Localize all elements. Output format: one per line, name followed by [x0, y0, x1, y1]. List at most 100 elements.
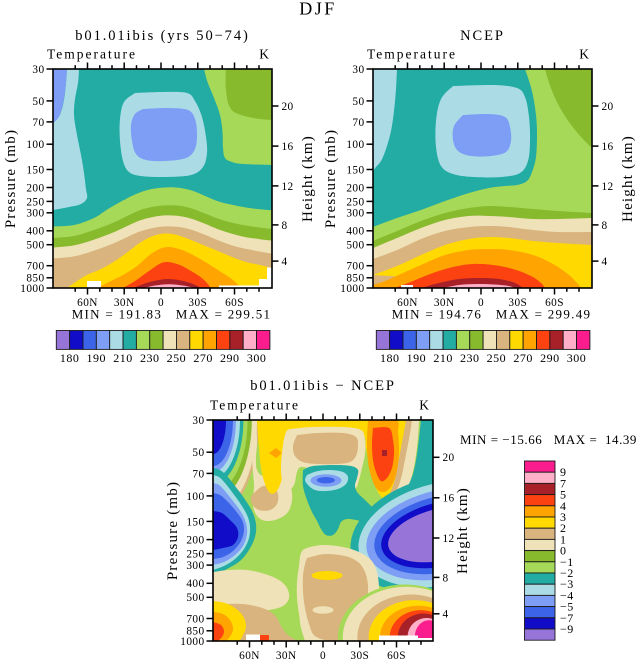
svg-text:150: 150	[346, 164, 364, 176]
svg-text:K: K	[259, 47, 271, 62]
svg-text:9: 9	[560, 465, 567, 479]
svg-text:300: 300	[346, 208, 364, 220]
svg-text:30N: 30N	[276, 650, 297, 660]
svg-text:60S: 60S	[545, 297, 564, 309]
svg-text:150: 150	[26, 164, 44, 176]
svg-text:Pressure (mb): Pressure (mb)	[165, 481, 181, 580]
svg-text:70: 70	[192, 468, 204, 480]
svg-text:60N: 60N	[397, 297, 418, 309]
svg-text:12: 12	[282, 181, 294, 193]
svg-text:250: 250	[487, 351, 507, 365]
svg-text:30S: 30S	[188, 297, 207, 309]
svg-text:60N: 60N	[239, 650, 260, 660]
svg-text:4: 4	[602, 256, 608, 268]
svg-text:60S: 60S	[387, 650, 406, 660]
svg-text:b01.01ibis − NCEP: b01.01ibis − NCEP	[250, 378, 396, 394]
svg-text:DJF: DJF	[299, 0, 337, 19]
svg-text:700: 700	[346, 261, 364, 273]
svg-text:K: K	[579, 47, 591, 62]
svg-text:300: 300	[26, 208, 44, 220]
svg-text:60S: 60S	[225, 297, 244, 309]
svg-text:270: 270	[513, 351, 533, 365]
svg-text:30: 30	[32, 64, 44, 76]
svg-text:30S: 30S	[508, 297, 527, 309]
svg-text:12: 12	[443, 533, 455, 545]
svg-text:Height (km): Height (km)	[455, 487, 471, 574]
svg-text:190: 190	[87, 351, 107, 365]
svg-text:850: 850	[186, 626, 204, 638]
svg-text:Pressure (mb): Pressure (mb)	[3, 129, 19, 228]
svg-text:Height (km): Height (km)	[300, 135, 316, 222]
svg-text:200: 200	[346, 182, 364, 194]
svg-text:NCEP: NCEP	[460, 28, 505, 44]
svg-text:210: 210	[433, 351, 453, 365]
svg-text:−3: −3	[560, 577, 574, 591]
svg-text:250: 250	[26, 196, 44, 208]
svg-text:30N: 30N	[114, 297, 135, 309]
svg-text:3: 3	[560, 510, 567, 524]
svg-text:MIN = 194.76 MAX = 299.49: MIN = 194.76 MAX = 299.49	[392, 307, 592, 322]
svg-text:850: 850	[26, 273, 44, 285]
svg-text:16: 16	[282, 141, 294, 153]
svg-text:MIN = 191.83 MAX = 299.51: MIN = 191.83 MAX = 299.51	[72, 307, 272, 322]
svg-text:−4: −4	[560, 588, 574, 602]
svg-text:270: 270	[193, 351, 213, 365]
svg-text:30: 30	[352, 64, 364, 76]
svg-text:210: 210	[113, 351, 133, 365]
svg-text:Temperature: Temperature	[47, 47, 137, 62]
svg-text:290: 290	[540, 351, 560, 365]
svg-text:K: K	[419, 398, 431, 413]
svg-text:250: 250	[186, 549, 204, 561]
svg-text:400: 400	[346, 226, 364, 238]
svg-text:20: 20	[602, 101, 614, 113]
svg-text:70: 70	[352, 117, 364, 129]
svg-text:16: 16	[443, 493, 455, 505]
svg-text:100: 100	[26, 139, 44, 151]
svg-text:0: 0	[560, 544, 567, 558]
svg-text:700: 700	[186, 613, 204, 625]
svg-text:2: 2	[560, 521, 567, 535]
svg-text:500: 500	[186, 592, 204, 604]
svg-text:4: 4	[560, 499, 567, 513]
svg-text:Temperature: Temperature	[367, 47, 457, 62]
svg-text:290: 290	[220, 351, 240, 365]
svg-text:1000: 1000	[20, 283, 44, 295]
svg-text:5: 5	[560, 488, 567, 502]
svg-text:8: 8	[443, 572, 449, 584]
svg-text:8: 8	[602, 220, 608, 232]
svg-text:1: 1	[560, 532, 567, 546]
svg-text:0: 0	[158, 297, 164, 309]
svg-text:400: 400	[186, 578, 204, 590]
svg-text:700: 700	[26, 261, 44, 273]
svg-text:70: 70	[32, 117, 44, 129]
svg-text:60N: 60N	[77, 297, 98, 309]
svg-text:230: 230	[460, 351, 480, 365]
svg-text:400: 400	[26, 226, 44, 238]
svg-text:150: 150	[186, 516, 204, 528]
svg-text:1000: 1000	[180, 636, 204, 648]
svg-text:250: 250	[346, 196, 364, 208]
svg-text:b01.01ibis (yrs 50−74): b01.01ibis (yrs 50−74)	[75, 28, 249, 44]
svg-text:180: 180	[380, 351, 400, 365]
svg-text:Temperature: Temperature	[210, 398, 300, 413]
svg-text:50: 50	[352, 96, 364, 108]
svg-text:100: 100	[346, 139, 364, 151]
svg-text:8: 8	[282, 220, 288, 232]
svg-text:4: 4	[282, 256, 288, 268]
svg-text:500: 500	[26, 240, 44, 252]
svg-text:100: 100	[186, 491, 204, 503]
svg-text:50: 50	[32, 96, 44, 108]
svg-text:850: 850	[346, 273, 364, 285]
svg-text:20: 20	[282, 101, 294, 113]
svg-text:300: 300	[186, 560, 204, 572]
svg-text:−5: −5	[560, 600, 574, 614]
svg-text:Height (km): Height (km)	[620, 135, 636, 222]
svg-text:190: 190	[407, 351, 427, 365]
svg-text:0: 0	[478, 297, 484, 309]
svg-text:−7: −7	[560, 611, 574, 625]
svg-text:300: 300	[567, 351, 587, 365]
svg-text:4: 4	[443, 609, 449, 621]
svg-text:200: 200	[186, 535, 204, 547]
svg-text:250: 250	[167, 351, 187, 365]
svg-text:1000: 1000	[340, 283, 364, 295]
